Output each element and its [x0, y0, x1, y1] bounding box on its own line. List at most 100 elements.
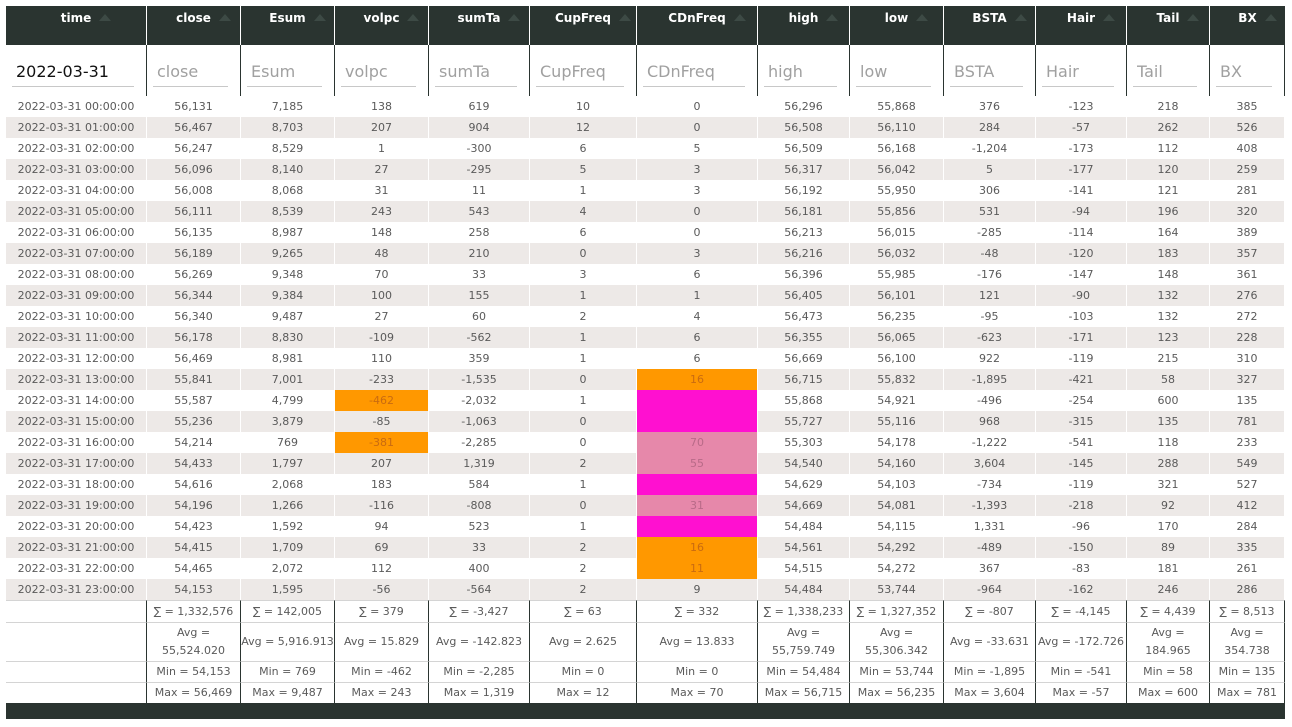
cell-high[interactable]: 55,727: [758, 411, 850, 432]
cell-tail[interactable]: 218: [1127, 96, 1210, 117]
cell-hair[interactable]: -90: [1036, 285, 1127, 306]
cell-time[interactable]: 2022-03-31 17:00:00: [6, 453, 147, 474]
cell-bx[interactable]: 228: [1210, 327, 1285, 348]
cell-high[interactable]: 54,629: [758, 474, 850, 495]
cell-bx[interactable]: 320: [1210, 201, 1285, 222]
cell-hair[interactable]: -141: [1036, 180, 1127, 201]
cell-high[interactable]: 54,484: [758, 579, 850, 600]
cell-low[interactable]: 56,032: [850, 243, 944, 264]
cell-sumta[interactable]: 1,319: [429, 453, 530, 474]
cell-high[interactable]: 56,355: [758, 327, 850, 348]
cell-low[interactable]: 55,868: [850, 96, 944, 117]
cell-bsta[interactable]: 367: [944, 558, 1036, 579]
cell-hair[interactable]: -103: [1036, 306, 1127, 327]
cell-hair[interactable]: -150: [1036, 537, 1127, 558]
cell-bx[interactable]: 361: [1210, 264, 1285, 285]
sort-arrow-icon[interactable]: [826, 14, 839, 21]
cell-time[interactable]: 2022-03-31 16:00:00: [6, 432, 147, 453]
cell-bsta[interactable]: 284: [944, 117, 1036, 138]
cell-cdnfreq[interactable]: 55: [637, 453, 758, 474]
cell-cdnfreq[interactable]: [637, 516, 758, 537]
cell-cupfreq[interactable]: 10: [530, 96, 637, 117]
cell-low[interactable]: 56,065: [850, 327, 944, 348]
table-row[interactable]: 2022-03-31 12:00:00 56,469 8,981 110 359 1 6 56…: [6, 348, 1285, 369]
cell-low[interactable]: 54,160: [850, 453, 944, 474]
cell-close[interactable]: 54,465: [147, 558, 241, 579]
cell-bx[interactable]: 310: [1210, 348, 1285, 369]
cell-bsta[interactable]: -623: [944, 327, 1036, 348]
cell-esum[interactable]: 1,592: [241, 516, 335, 537]
cell-bsta[interactable]: 922: [944, 348, 1036, 369]
cell-esum[interactable]: 7,001: [241, 369, 335, 390]
cell-volpc[interactable]: 27: [335, 306, 429, 327]
cell-bsta[interactable]: 5: [944, 159, 1036, 180]
cell-volpc[interactable]: 207: [335, 117, 429, 138]
cell-time[interactable]: 2022-03-31 03:00:00: [6, 159, 147, 180]
cell-sumta[interactable]: 210: [429, 243, 530, 264]
cell-cdnfreq[interactable]: 5: [637, 138, 758, 159]
cell-hair[interactable]: -147: [1036, 264, 1127, 285]
cell-volpc[interactable]: -462: [335, 390, 429, 411]
cell-sumta[interactable]: 258: [429, 222, 530, 243]
cell-tail[interactable]: 58: [1127, 369, 1210, 390]
cell-esum[interactable]: 8,703: [241, 117, 335, 138]
cell-tail[interactable]: 121: [1127, 180, 1210, 201]
cell-sumta[interactable]: 523: [429, 516, 530, 537]
cell-bsta[interactable]: -496: [944, 390, 1036, 411]
cell-tail[interactable]: 92: [1127, 495, 1210, 516]
cell-volpc[interactable]: 31: [335, 180, 429, 201]
column-header-bsta[interactable]: BSTA: [944, 6, 1036, 45]
cell-sumta[interactable]: 400: [429, 558, 530, 579]
cell-esum[interactable]: 8,068: [241, 180, 335, 201]
cell-low[interactable]: 55,950: [850, 180, 944, 201]
cell-volpc[interactable]: 100: [335, 285, 429, 306]
cell-bx[interactable]: 527: [1210, 474, 1285, 495]
cell-volpc[interactable]: 27: [335, 159, 429, 180]
cell-close[interactable]: 56,135: [147, 222, 241, 243]
table-row[interactable]: 2022-03-31 06:00:00 56,135 8,987 148 258 6 0 56…: [6, 222, 1285, 243]
cell-hair[interactable]: -171: [1036, 327, 1127, 348]
cell-cdnfreq[interactable]: 1: [637, 285, 758, 306]
cell-bsta[interactable]: -1,222: [944, 432, 1036, 453]
cell-cdnfreq[interactable]: 31: [637, 495, 758, 516]
cell-tail[interactable]: 112: [1127, 138, 1210, 159]
cell-sumta[interactable]: 543: [429, 201, 530, 222]
table-row[interactable]: 2022-03-31 15:00:00 55,236 3,879 -85 -1,063 0…: [6, 411, 1285, 432]
cell-esum[interactable]: 9,384: [241, 285, 335, 306]
sort-arrow-icon[interactable]: [916, 14, 929, 21]
cell-time[interactable]: 2022-03-31 00:00:00: [6, 96, 147, 117]
cell-cupfreq[interactable]: 1: [530, 390, 637, 411]
sort-arrow-icon[interactable]: [619, 14, 631, 21]
cell-high[interactable]: 56,508: [758, 117, 850, 138]
cell-close[interactable]: 54,616: [147, 474, 241, 495]
column-header-hair[interactable]: Hair: [1036, 6, 1127, 45]
cell-cdnfreq[interactable]: 0: [637, 201, 758, 222]
cell-high[interactable]: 56,216: [758, 243, 850, 264]
table-row[interactable]: 2022-03-31 22:00:00 54,465 2,072 112 400 2 11 5…: [6, 558, 1285, 579]
cell-hair[interactable]: -94: [1036, 201, 1127, 222]
cell-bx[interactable]: 385: [1210, 96, 1285, 117]
cell-cdnfreq[interactable]: [637, 411, 758, 432]
column-header-cupfreq[interactable]: CupFreq: [530, 6, 637, 45]
cell-esum[interactable]: 9,487: [241, 306, 335, 327]
cell-hair[interactable]: -114: [1036, 222, 1127, 243]
cell-tail[interactable]: 183: [1127, 243, 1210, 264]
cell-cupfreq[interactable]: 1: [530, 180, 637, 201]
cell-low[interactable]: 54,178: [850, 432, 944, 453]
cell-low[interactable]: 56,110: [850, 117, 944, 138]
cell-time[interactable]: 2022-03-31 11:00:00: [6, 327, 147, 348]
cell-esum[interactable]: 769: [241, 432, 335, 453]
table-row[interactable]: 2022-03-31 20:00:00 54,423 1,592 94 523 1 54,4…: [6, 516, 1285, 537]
cell-bx[interactable]: 135: [1210, 390, 1285, 411]
cell-cupfreq[interactable]: 1: [530, 285, 637, 306]
cell-high[interactable]: 56,396: [758, 264, 850, 285]
cell-esum[interactable]: 1,595: [241, 579, 335, 600]
cell-hair[interactable]: -315: [1036, 411, 1127, 432]
cell-sumta[interactable]: -1,535: [429, 369, 530, 390]
cell-esum[interactable]: 8,140: [241, 159, 335, 180]
cell-bsta[interactable]: -48: [944, 243, 1036, 264]
cell-low[interactable]: 53,744: [850, 579, 944, 600]
cell-low[interactable]: 54,272: [850, 558, 944, 579]
table-row[interactable]: 2022-03-31 13:00:00 55,841 7,001 -233 -1,535…: [6, 369, 1285, 390]
filter-input-close[interactable]: [153, 57, 228, 87]
